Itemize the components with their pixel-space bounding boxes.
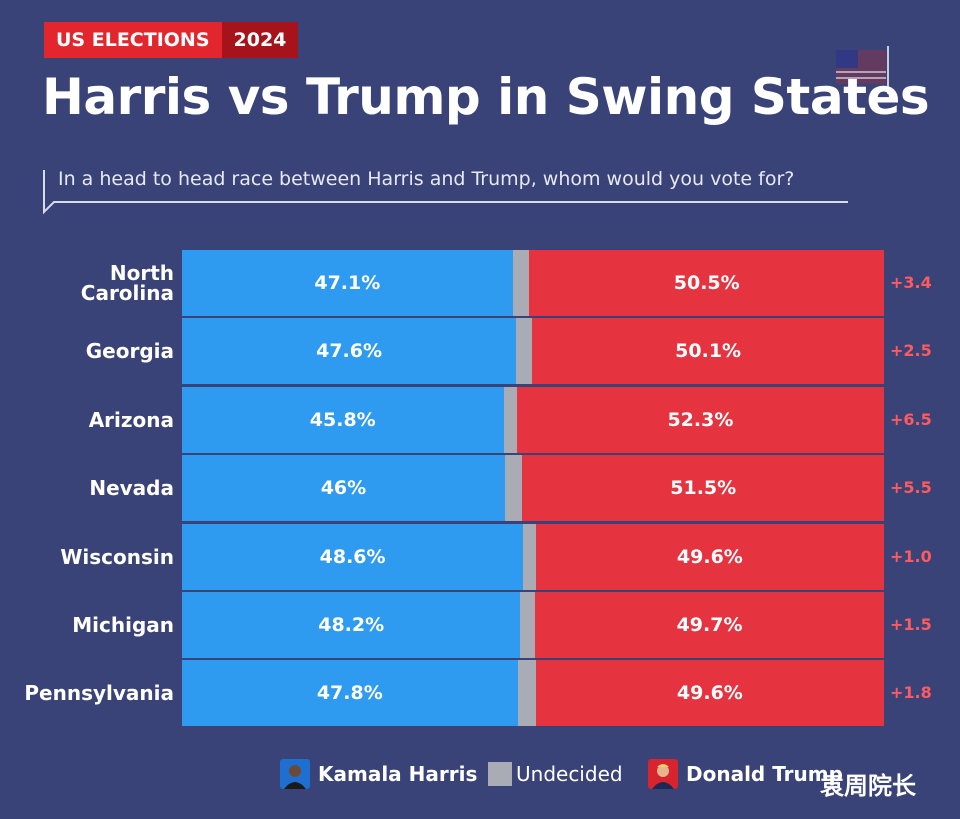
undecided-bar [516, 318, 533, 385]
undecided-bar [504, 455, 523, 522]
state-label: North Carolina [24, 263, 174, 303]
state-label-line: North [109, 261, 174, 285]
trump-value-label: 51.5% [670, 477, 737, 500]
trump-margin-label: +2.5 [890, 341, 932, 361]
trump-value-label: 50.1% [675, 340, 742, 363]
trump-margin-label: +3.4 [890, 273, 932, 292]
trump-bar [529, 250, 884, 316]
harris-value-label: 48.6% [319, 545, 386, 568]
trump-value-label: 49.6% [676, 682, 743, 705]
harris-value-label: 45.8% [309, 408, 376, 431]
harris-value-label: 48.2% [318, 614, 385, 636]
chart-subtitle: In a head to head race between Harris an… [58, 168, 795, 190]
undecided-bar [517, 660, 536, 727]
trump-bar [522, 455, 884, 522]
us-flag-icon [836, 46, 889, 94]
state-label-line: Arizona [88, 407, 174, 432]
trump-value-label: 49.6% [676, 545, 743, 568]
undecided-bar [512, 250, 530, 316]
state-label: Georgia [24, 341, 174, 361]
trump-margin-label: +1.8 [890, 683, 932, 703]
trump-margin-label: +5.5 [890, 478, 932, 498]
harris-bar [182, 592, 521, 658]
trump-bar [535, 523, 884, 590]
undecided-bar [523, 523, 536, 590]
trump-bar [516, 386, 884, 453]
harris-value-label: 46% [320, 477, 367, 500]
election-tag: US ELECTIONS 2024 [44, 22, 299, 58]
trump-value-label: 50.5% [673, 272, 740, 294]
harris-value-label: 47.8% [316, 682, 383, 705]
trump-bar [535, 660, 884, 727]
harris-value-label: 47.1% [314, 272, 381, 294]
state-label: Michigan [24, 615, 174, 635]
trump-avatar-icon [648, 759, 678, 789]
tag-label: US ELECTIONS [44, 22, 222, 58]
harris-bar [182, 523, 524, 590]
state-label-line: Wisconsin [60, 544, 174, 569]
harris-bar [182, 318, 517, 385]
state-label-line: Nevada [89, 476, 174, 501]
state-label-line: Pennsylvania [24, 681, 174, 706]
undecided-swatch [488, 762, 512, 786]
legend-undecided: Undecided [488, 756, 623, 792]
state-label: Arizona [24, 410, 174, 430]
trump-margin-label: +1.0 [890, 546, 932, 566]
trump-value-label: 49.7% [676, 614, 743, 636]
state-label: Nevada [24, 478, 174, 498]
watermark: 袁周院长 [820, 772, 916, 800]
trump-bar [532, 318, 884, 385]
state-label-line: Michigan [72, 613, 174, 637]
state-label-line: Georgia [85, 339, 174, 364]
legend-trump: Donald Trump [648, 756, 843, 792]
undecided-bar [520, 592, 536, 658]
legend-harris: Kamala Harris [280, 756, 477, 792]
undecided-bar [503, 386, 517, 453]
legend-undecided-label: Undecided [516, 762, 623, 786]
harris-bar [182, 660, 518, 727]
harris-bar [182, 250, 513, 316]
trump-bar [535, 592, 884, 658]
legend-harris-label: Kamala Harris [318, 762, 478, 786]
trump-value-label: 52.3% [667, 408, 734, 431]
legend-trump-label: Donald Trump [686, 762, 843, 786]
harris-value-label: 47.6% [316, 340, 383, 363]
tag-year: 2024 [221, 22, 299, 58]
state-label: Wisconsin [24, 547, 174, 567]
state-label: Pennsylvania [24, 683, 174, 703]
harris-avatar-icon [280, 759, 310, 789]
harris-bar [182, 455, 505, 522]
trump-margin-label: +6.5 [890, 409, 932, 429]
trump-margin-label: +1.5 [890, 615, 932, 634]
chart-title: Harris vs Trump in Swing States [42, 68, 930, 126]
harris-bar [182, 386, 504, 453]
state-label-line: Carolina [80, 281, 174, 305]
